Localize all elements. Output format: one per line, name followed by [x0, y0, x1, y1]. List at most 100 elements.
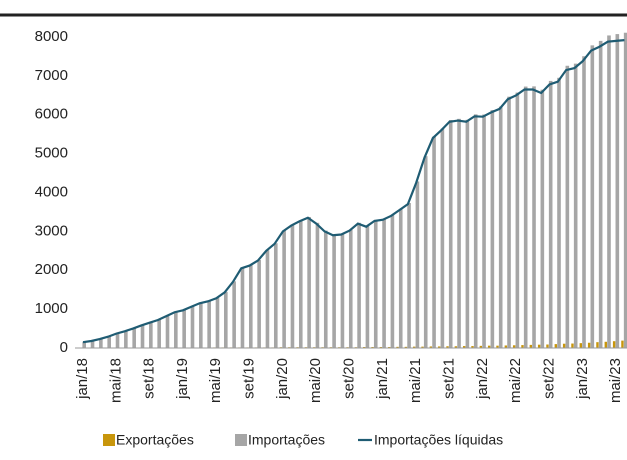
- bar: [507, 96, 511, 348]
- bar: [540, 89, 545, 348]
- x-tick-label: mai/22: [507, 358, 524, 403]
- x-tick-label: set/18: [141, 358, 158, 399]
- y-tick-label: 1000: [35, 300, 68, 317]
- bar: [174, 311, 178, 348]
- bar: [448, 119, 453, 348]
- bar: [407, 202, 411, 348]
- bar: [132, 328, 136, 348]
- bar: [571, 343, 574, 348]
- bar: [429, 346, 433, 348]
- bar: [473, 114, 478, 348]
- bar: [282, 230, 286, 348]
- bar: [557, 77, 561, 348]
- bar: [396, 346, 399, 348]
- bar: [149, 322, 153, 348]
- bar: [90, 340, 95, 348]
- bar: [423, 156, 428, 348]
- bar: [446, 346, 449, 348]
- bar: [582, 56, 586, 348]
- y-tick-label: 4000: [35, 183, 68, 200]
- bar: [323, 230, 328, 348]
- x-tick-label: mai/20: [307, 358, 324, 403]
- bar: [479, 345, 483, 348]
- bar: [215, 297, 220, 348]
- bar: [182, 309, 186, 348]
- line: [82, 39, 625, 344]
- bar: [115, 333, 120, 348]
- x-tick-label: mai/21: [407, 358, 424, 403]
- x-tick-label: set/22: [540, 358, 557, 399]
- bar: [199, 302, 203, 348]
- bar: [124, 331, 128, 348]
- x-tick-label: jan/19: [174, 358, 191, 400]
- bar: [573, 63, 578, 349]
- bar: [99, 338, 103, 348]
- bar: [298, 220, 303, 348]
- bar: [596, 342, 599, 348]
- bar: [515, 92, 520, 348]
- bar: [521, 345, 524, 348]
- bar: [307, 216, 311, 348]
- bar: [607, 35, 611, 348]
- bar: [490, 110, 495, 349]
- bar: [554, 344, 558, 348]
- y-tick-label: 8000: [35, 28, 68, 45]
- bar: [315, 222, 320, 348]
- x-tick-label: jan/18: [74, 358, 91, 400]
- bar: [454, 346, 458, 348]
- bar: [437, 346, 441, 348]
- bar: [562, 343, 566, 348]
- bar: [373, 219, 378, 348]
- bar: [232, 281, 236, 348]
- legend-swatch: [235, 434, 247, 446]
- y-tick-label: 0: [60, 339, 68, 356]
- bar: [340, 233, 345, 348]
- bar: [504, 345, 508, 348]
- bar: [290, 224, 295, 348]
- bar: [548, 80, 553, 349]
- bar: [332, 234, 336, 348]
- y-tick-label: 2000: [35, 261, 68, 278]
- bar: [432, 136, 436, 348]
- bar: [604, 341, 607, 348]
- bar: [529, 344, 533, 348]
- bar: [413, 346, 416, 348]
- bar: [512, 345, 516, 348]
- x-tick-label: set/21: [440, 358, 457, 399]
- bar: [546, 344, 549, 348]
- bar: [579, 343, 582, 348]
- bar: [462, 346, 466, 348]
- bar: [398, 208, 403, 348]
- bar: [357, 222, 361, 348]
- bar: [482, 114, 486, 348]
- y-tick-label: 6000: [35, 106, 68, 123]
- bar: [457, 118, 461, 348]
- x-tick-label: mai/23: [607, 358, 624, 403]
- bar: [598, 40, 603, 348]
- bar: [421, 346, 424, 348]
- bar: [587, 342, 591, 348]
- bar: [415, 181, 420, 348]
- legend-label: Importações: [248, 432, 325, 448]
- bar: [523, 86, 528, 349]
- bar: [157, 319, 161, 348]
- x-tick-label: jan/20: [274, 358, 291, 400]
- bar: [496, 345, 499, 348]
- bar: [471, 346, 474, 348]
- x-tick-label: jan/22: [474, 358, 491, 400]
- y-tick-label: 5000: [35, 145, 68, 162]
- bar: [532, 86, 536, 348]
- bar: [390, 214, 395, 348]
- bar: [249, 265, 253, 348]
- bar: [498, 106, 503, 349]
- bar: [590, 45, 595, 348]
- bar: [82, 341, 86, 348]
- y-tick-label: 7000: [35, 67, 68, 84]
- x-tick-label: mai/19: [207, 358, 224, 403]
- bar: [623, 32, 627, 348]
- bar: [565, 65, 570, 348]
- bar: [612, 341, 616, 348]
- x-tick-label: jan/23: [574, 358, 591, 400]
- bar: [440, 128, 445, 348]
